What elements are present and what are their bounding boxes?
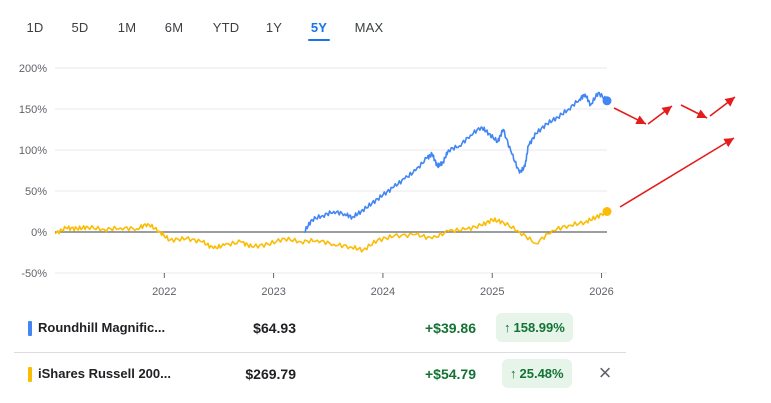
tab-ytd[interactable]: YTD [212,20,240,35]
holding-change: +$39.86 [425,320,476,336]
tab-6m[interactable]: 6M [164,20,184,35]
y-tick-label: 0% [31,227,47,239]
holding-change: +$54.79 [425,366,476,382]
tab-1d[interactable]: 1D [26,20,44,35]
series-line-roundhill [304,91,608,233]
close-icon[interactable]: × [598,360,612,385]
holding-row-ishares[interactable]: iShares Russell 200... $269.79 +$54.79 ↑… [14,356,626,396]
holding-percent-badge: ↑ 158.99% [496,313,573,342]
tab-1m[interactable]: 1M [117,20,137,35]
holding-price: $269.79 [245,366,296,382]
annotation-arrow [647,105,673,125]
tab-1y[interactable]: 1Y [265,20,283,35]
x-tick-label: 2024 [371,286,395,298]
holding-percent-badge: ↑ 25.48% [502,359,572,388]
holding-percent: 158.99% [513,320,565,335]
holding-name: Roundhill Magnific... [38,320,166,335]
x-tick-label: 2026 [589,286,613,298]
holding-percent: 25.48% [519,366,564,381]
annotation-arrow [709,96,736,117]
performance-chart: 200% 150% 100% 50% 0% -50% 2022 2023 2024 2025 202… [19,63,736,298]
x-tick-label: 2023 [261,286,285,298]
holding-row-roundhill[interactable]: Roundhill Magnific... $64.93 +$39.86 ↑ 15… [14,310,626,350]
y-tick-label: 200% [19,63,47,75]
arrow-up-icon: ↑ [504,320,511,335]
tab-5y[interactable]: 5Y [310,20,328,35]
active-tab-underline [308,39,330,41]
y-tick-label: 150% [19,104,47,116]
annotation-arrow [619,137,735,208]
annotation-arrow [613,107,647,125]
holding-name: iShares Russell 200... [38,366,171,381]
series-swatch-blue [28,321,32,336]
y-tick-label: 100% [19,145,47,157]
series-line-ishares [54,210,608,253]
annotation-arrow [680,104,708,119]
y-tick-label: -50% [21,268,47,280]
series-end-marker-roundhill [602,96,612,106]
series-end-marker-ishares [602,207,612,216]
x-tick-label: 2022 [152,286,176,298]
arrow-up-icon: ↑ [510,366,517,381]
tab-max[interactable]: MAX [354,20,384,35]
tab-5d[interactable]: 5D [71,20,89,35]
row-divider [14,352,626,353]
x-tick-label: 2025 [480,286,504,298]
series-swatch-yellow [28,367,32,382]
holding-price: $64.93 [253,320,296,336]
range-tabs: 1D 5D 1M 6M YTD 1Y 5Y MAX [0,20,420,46]
y-tick-label: 50% [25,186,47,198]
